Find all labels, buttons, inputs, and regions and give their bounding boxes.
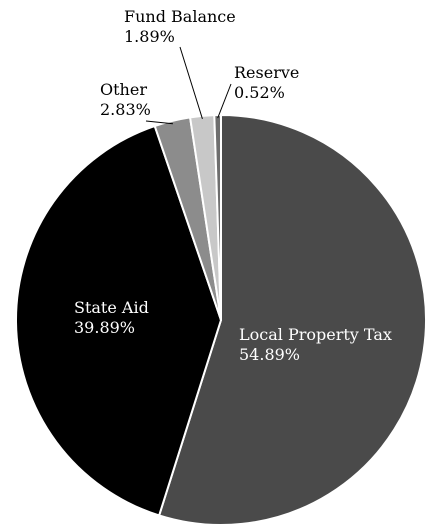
slice-label-value: 0.52% (234, 83, 285, 102)
slice-label-name: Fund Balance (124, 7, 236, 26)
slice-label-value: 39.89% (74, 318, 135, 337)
pie-slices (15, 113, 427, 526)
pie-slice-local-property-tax (158, 114, 427, 526)
slice-label-name: Other (100, 80, 147, 99)
slice-label-name: Reserve (234, 63, 299, 82)
pie-slice-reserve (213, 113, 222, 321)
slice-label-value: 1.89% (124, 27, 175, 46)
slice-label-value: 2.83% (100, 100, 151, 119)
pie-slice-state-aid (15, 125, 222, 517)
slice-label-name: State Aid (74, 298, 149, 317)
leader-line-fund-balance (179, 46, 203, 120)
leader-lines (145, 46, 232, 125)
leader-line-reserve (217, 83, 232, 119)
leader-line-other (145, 120, 173, 125)
slice-label-name: Local Property Tax (239, 325, 392, 344)
slice-label-value: 54.89% (239, 345, 300, 364)
